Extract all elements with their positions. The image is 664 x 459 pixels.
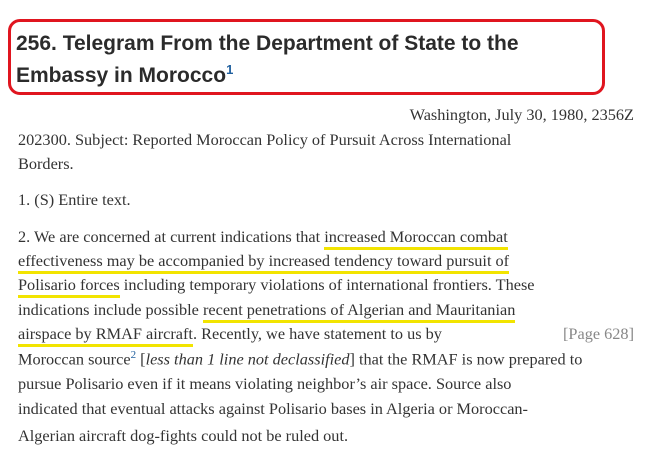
title-text: Embassy in Morocco xyxy=(16,64,227,87)
text-line: effectiveness may be accompanied by incr… xyxy=(18,251,510,274)
text: [ xyxy=(136,349,146,369)
text-line: 1. (S) Entire text. xyxy=(18,190,131,209)
text: Moroccan source xyxy=(18,349,131,369)
text-line: pursue Polisario even if it means violat… xyxy=(18,374,512,393)
text-line: 2. We are concerned at current indicatio… xyxy=(18,227,508,250)
text: indications include possible xyxy=(18,300,203,319)
title-box xyxy=(8,19,605,95)
page-marker: [Page 628] xyxy=(563,324,634,343)
footnote-link[interactable]: 1 xyxy=(226,62,234,77)
highlight: increased Moroccan combat xyxy=(324,227,508,250)
highlight: Polisario forces xyxy=(18,275,120,298)
title-line: Embassy in Morocco1 xyxy=(16,62,233,88)
text: 2. We are concerned at current indicatio… xyxy=(18,227,325,246)
highlight: airspace by RMAF aircraft xyxy=(18,324,193,347)
text: . Recently, we have statement to us by xyxy=(192,324,442,343)
text-line: Algerian aircraft dog-fights could not b… xyxy=(18,426,349,445)
text-line: airspace by RMAF aircraft. Recently, we … xyxy=(18,324,442,347)
text-line: indications include possible recent pene… xyxy=(18,300,516,323)
footnote-link[interactable]: 2 xyxy=(130,349,137,361)
highlight: effectiveness may be accompanied by incr… xyxy=(18,251,510,274)
italic-text: less than 1 line not declassified xyxy=(145,349,350,369)
title-line: 256. Telegram From the Department of Sta… xyxy=(16,32,519,55)
text-line: indicated that eventual attacks against … xyxy=(18,399,528,418)
text-line: 202300. Subject: Reported Moroccan Polic… xyxy=(18,130,512,149)
text: including temporary violations of intern… xyxy=(119,275,535,294)
highlight: recent penetrations of Algerian and Maur… xyxy=(202,300,516,323)
text: ] that the RMAF is now prepared to xyxy=(349,349,583,369)
text-line: Moroccan source2 [less than 1 line not d… xyxy=(18,349,582,369)
text-line: Borders. xyxy=(18,154,74,173)
text-line: Polisario forces including temporary vio… xyxy=(18,275,535,298)
dateline: Washington, July 30, 1980, 2356Z xyxy=(409,105,634,124)
